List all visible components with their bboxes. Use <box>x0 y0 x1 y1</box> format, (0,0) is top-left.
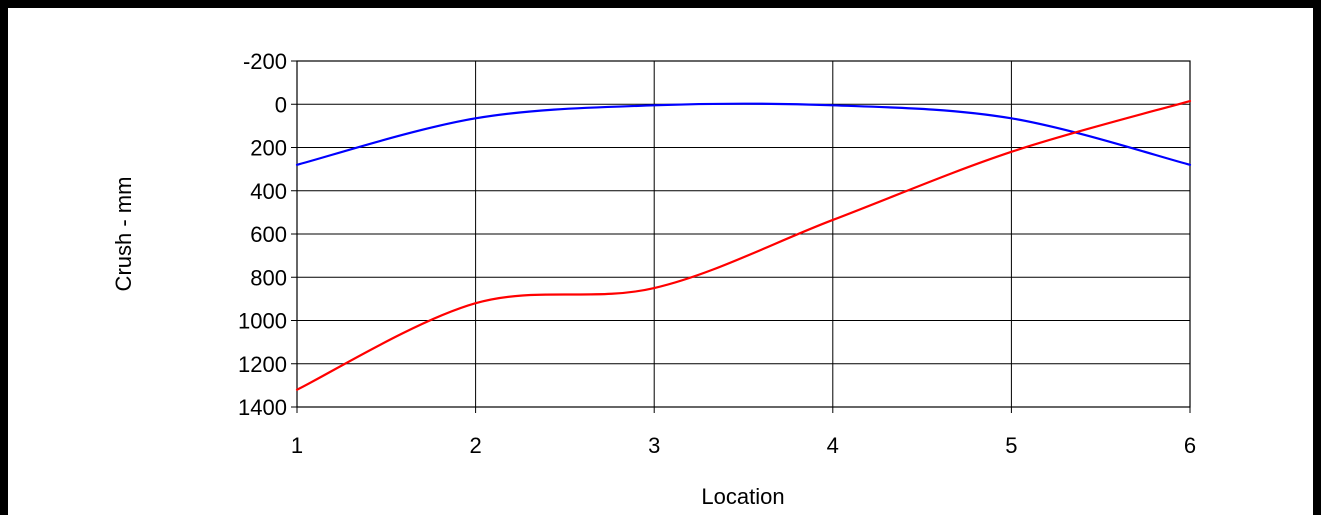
y-tick-label: -200 <box>243 49 287 74</box>
series-line-1 <box>295 102 1192 166</box>
y-axis-title: Crush - mm <box>111 177 136 292</box>
y-tick-label: 800 <box>250 265 287 290</box>
grid <box>297 61 1190 407</box>
x-tick-label: 1 <box>291 433 303 458</box>
y-tick-label: 1400 <box>238 395 287 420</box>
series-line-2 <box>295 99 1192 391</box>
x-tick-label: 2 <box>469 433 481 458</box>
y-tick-label: 1200 <box>238 352 287 377</box>
x-tick-label: 4 <box>827 433 839 458</box>
x-tick-label: 5 <box>1005 433 1017 458</box>
tick-marks <box>291 60 1191 413</box>
y-tick-label: 600 <box>250 222 287 247</box>
y-tick-label: 400 <box>250 179 287 204</box>
y-tick-label: 0 <box>275 92 287 117</box>
x-tick-label: 3 <box>648 433 660 458</box>
x-axis-title: Location <box>701 484 784 509</box>
series-group <box>295 99 1192 391</box>
y-tick-label: 200 <box>250 136 287 161</box>
y-tick-labels: -200 0 200 400 600 800 1000 1200 1400 <box>238 49 287 420</box>
y-tick-label: 1000 <box>238 309 287 334</box>
x-tick-labels: 1 2 3 4 5 6 <box>291 433 1196 458</box>
x-tick-label: 6 <box>1184 433 1196 458</box>
